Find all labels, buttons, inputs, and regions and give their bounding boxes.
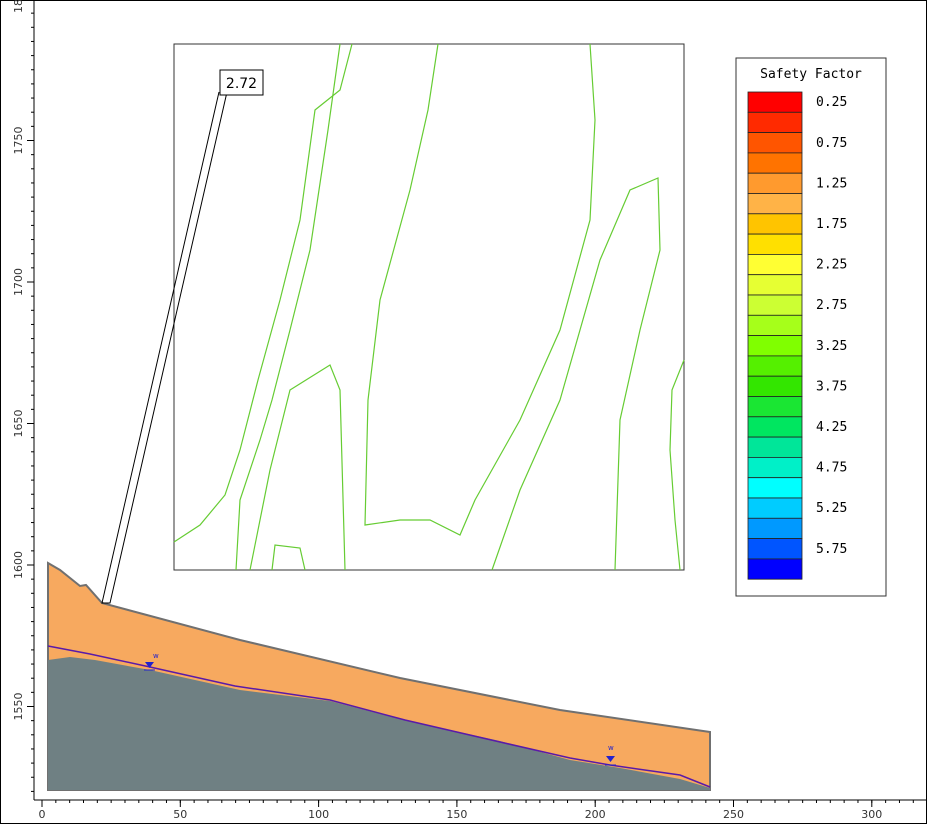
legend-swatch xyxy=(747,274,803,296)
legend-swatch xyxy=(747,294,803,316)
water-marker-label: w xyxy=(153,652,159,660)
y-tick-label: 1800 xyxy=(12,0,25,13)
contour-lines xyxy=(173,43,685,571)
legend-swatch xyxy=(747,538,803,560)
legend-label: 0.75 xyxy=(816,136,847,151)
legend-swatch xyxy=(747,335,803,357)
y-tick-label: 1750 xyxy=(12,127,25,155)
legend-label: 3.75 xyxy=(816,379,847,394)
x-tick-label: 50 xyxy=(173,808,187,821)
legend-swatch xyxy=(747,91,803,113)
legend-swatch xyxy=(747,497,803,519)
legend-swatch xyxy=(747,152,803,174)
legend-label: 4.75 xyxy=(816,461,847,476)
legend-swatch xyxy=(747,436,803,458)
legend-items: 0.25 0.75 1.25 1.75 2.25 2.75 3.25 3.75 4.25 4.75… xyxy=(747,91,847,580)
x-tick-label: 250 xyxy=(723,808,744,821)
legend-label: 2.25 xyxy=(816,258,847,273)
x-tick-label: 100 xyxy=(308,808,329,821)
y-tick-label: 1700 xyxy=(12,268,25,296)
legend-swatch xyxy=(747,517,803,539)
leader-line xyxy=(101,91,228,604)
axes: 0 50 100 150 200 250 300 1550 1600 1650 1700 1750 18… xyxy=(12,0,914,821)
legend-swatch xyxy=(747,396,803,418)
legend-swatch xyxy=(747,355,803,377)
legend-swatch xyxy=(747,314,803,336)
y-tick-label: 1650 xyxy=(12,410,25,438)
x-tick-label: 0 xyxy=(39,808,46,821)
legend-swatch xyxy=(747,132,803,154)
legend-label: 4.25 xyxy=(816,420,847,435)
x-tick-label: 200 xyxy=(585,808,606,821)
legend-label: 1.25 xyxy=(816,176,847,191)
legend-swatch xyxy=(747,477,803,499)
legend-swatch xyxy=(747,375,803,397)
x-tick-label: 300 xyxy=(861,808,882,821)
legend-swatch xyxy=(747,233,803,255)
legend-swatch xyxy=(747,558,803,580)
legend-swatch xyxy=(747,456,803,479)
legend-label: 5.25 xyxy=(816,501,847,516)
annotation-box xyxy=(219,69,264,96)
legend-label: 0.25 xyxy=(816,95,847,110)
legend-label: 3.25 xyxy=(816,339,847,354)
water-marker xyxy=(144,662,616,766)
soil-layer-lower xyxy=(48,657,710,790)
legend-label: 1.75 xyxy=(816,217,847,232)
water-marker-label: w xyxy=(608,744,614,752)
legend-swatch xyxy=(747,253,803,276)
legend-swatch xyxy=(747,193,803,215)
legend-swatch xyxy=(747,213,803,235)
contour-inset xyxy=(173,43,685,571)
y-tick-label: 1600 xyxy=(12,551,25,579)
legend-title: Safety Factor xyxy=(760,67,862,82)
legend-label: 2.75 xyxy=(816,298,847,313)
legend-swatch xyxy=(747,111,803,134)
legend-swatch xyxy=(747,172,803,194)
legend-label: 5.75 xyxy=(816,542,847,557)
legend-swatch xyxy=(747,416,803,438)
annotation-label: 2.72 xyxy=(226,76,257,92)
x-tick-label: 150 xyxy=(446,808,467,821)
y-tick-label: 1550 xyxy=(12,693,25,721)
water-table xyxy=(47,645,711,788)
